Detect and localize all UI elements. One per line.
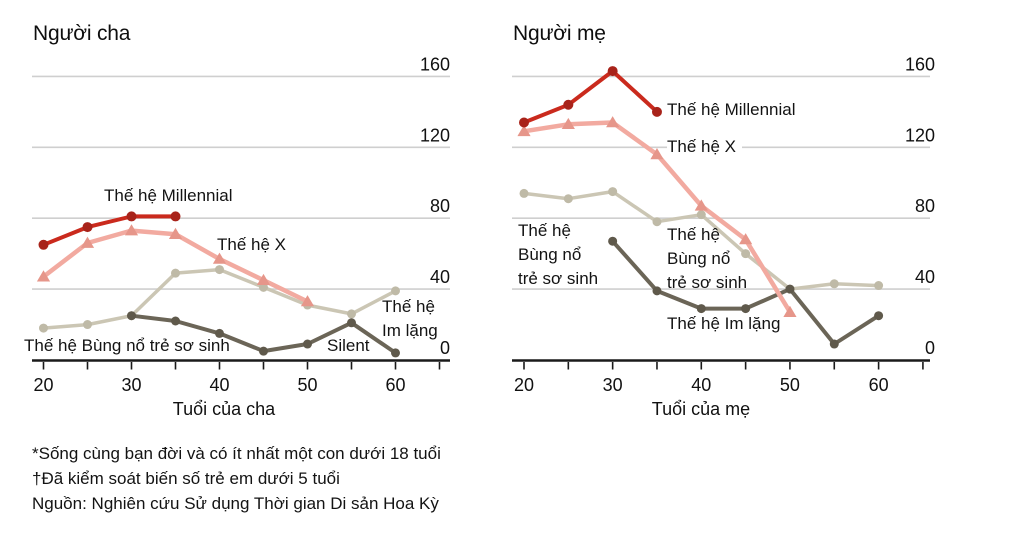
series-genx-marker [783, 305, 797, 317]
series-genx-marker [212, 252, 227, 264]
series-silent-marker [741, 304, 751, 314]
y-tick-label: 0 [925, 338, 935, 358]
series-genx-marker [256, 273, 271, 286]
series-boomer-marker [652, 217, 662, 227]
series-millennial-marker [170, 211, 181, 222]
series-boomer-marker [829, 279, 839, 289]
series-boomer-marker [519, 188, 529, 198]
series-boomer-line [41, 267, 398, 330]
x-tick-label: 30 [121, 375, 141, 395]
mother-plot: 0 40 80 120 160 20 30 40 50 60 [512, 54, 935, 395]
x-tick-label: 50 [297, 375, 317, 395]
series-boomer-marker [563, 194, 573, 204]
series-millennial-marker [38, 239, 49, 250]
series-silent-marker [785, 284, 795, 294]
series-genx-marker [36, 270, 51, 282]
footnote-definition: *Sống cùng bạn đời và có ít nhất một con… [32, 444, 441, 463]
y-tick-label: 120 [905, 125, 935, 145]
series-millennial-marker [651, 106, 662, 117]
mother-genx-label: Thế hệ X [667, 135, 742, 160]
y-tick-label: 120 [420, 125, 450, 145]
series-millennial-marker [126, 211, 137, 222]
series-silent-marker [127, 311, 136, 321]
series-boomer-marker [741, 249, 751, 259]
series-silent-marker [347, 318, 356, 328]
series-boomer-marker [696, 210, 706, 220]
series-silent-marker [215, 328, 224, 338]
series-silent-marker [829, 339, 839, 349]
series-silent-marker [259, 346, 268, 356]
series-genx-marker [650, 147, 664, 160]
father-silent-label: Thế hệ Im lặng [382, 297, 438, 340]
series-millennial-line [522, 69, 659, 125]
x-tick-label: 40 [691, 375, 711, 395]
series-silent-marker [303, 339, 312, 349]
x-tick-label: 40 [209, 375, 229, 395]
series-millennial-marker [563, 99, 574, 110]
series-genx-marker [739, 233, 753, 245]
father-genx-label: Thế hệ X [217, 235, 286, 254]
series-silent-marker [652, 286, 662, 296]
x-tick-label: 20 [33, 375, 53, 395]
y-tick-label: 40 [430, 267, 450, 287]
series-silent-marker [608, 236, 618, 246]
series-boomer-marker [874, 281, 884, 291]
mother-silent-label: Thế hệ Im lặng [667, 314, 781, 333]
footnote-source: Nguồn: Nghiên cứu Sử dụng Thời gian Di s… [32, 494, 439, 513]
series-genx-marker [124, 224, 139, 236]
series-silent-marker [171, 316, 180, 326]
series-genx-marker [517, 124, 531, 137]
mother-boomer-label-left: Thế hệ Bùng nổ trẻ sơ sinh [518, 221, 599, 288]
mother-x-axis-title: Tuổi của mẹ [651, 399, 751, 419]
x-tick-label: 20 [514, 375, 534, 395]
series-genx-marker [606, 116, 620, 128]
series-boomer-marker [215, 265, 224, 275]
y-tick-label: 80 [430, 196, 450, 216]
father-boomer-label: Thế hệ Bùng nổ trẻ sơ sinh [24, 336, 230, 355]
series-boomer-marker [259, 282, 268, 292]
series-silent-marker [696, 304, 706, 314]
series-millennial-line [41, 214, 178, 247]
mother-millennial-label: Thế hệ Millennial [667, 100, 796, 119]
mother-boomer-label-mid: Thế hệ Bùng nổ trẻ sơ sinh [667, 225, 748, 292]
series-boomer-marker [391, 286, 400, 296]
series-genx-marker [168, 227, 183, 239]
series-genx-marker [80, 236, 95, 248]
y-tick-label: 160 [420, 54, 450, 74]
x-tick-label: 30 [603, 375, 623, 395]
x-tick-label: 60 [869, 375, 889, 395]
y-tick-label: 0 [440, 338, 450, 358]
x-tick-label: 50 [780, 375, 800, 395]
series-millennial-marker [82, 222, 93, 233]
x-tick-label: 60 [385, 375, 405, 395]
mother-chart-title: Người mẹ [513, 22, 606, 45]
father-x-axis-title: Tuổi của cha [172, 399, 276, 419]
series-silent-marker [874, 311, 884, 321]
series-boomer-marker [83, 320, 92, 330]
father-plot: 0 40 80 120 160 20 30 40 50 60 [32, 54, 450, 395]
series-genx-marker [561, 117, 575, 130]
series-millennial-marker [519, 117, 529, 128]
footnote-control: †Đã kiểm soát biến số trẻ em dưới 5 tuổi [32, 469, 340, 488]
father-millennial-label: Thế hệ Millennial [104, 186, 233, 205]
series-boomer-marker [171, 268, 180, 278]
series-millennial-marker [607, 66, 618, 77]
father-chart-title: Người cha [33, 22, 131, 45]
y-tick-label: 80 [915, 196, 935, 216]
series-genx-marker [300, 295, 315, 307]
series-silent-marker [391, 348, 400, 358]
series-genx-marker [694, 199, 708, 211]
y-tick-label: 160 [905, 54, 935, 74]
series-boomer-marker [39, 323, 48, 333]
series-boomer-marker [608, 187, 618, 197]
y-tick-label: 40 [915, 267, 935, 287]
series-boomer-marker [347, 309, 356, 319]
father-silent-english-label: Silent [327, 336, 370, 355]
